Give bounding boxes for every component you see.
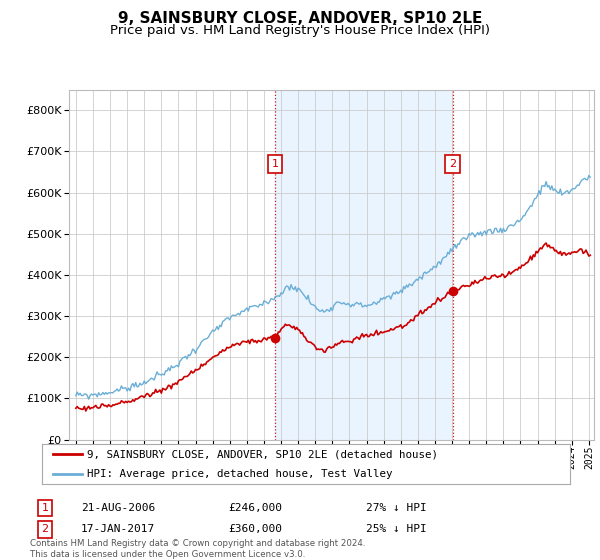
Text: £360,000: £360,000 bbox=[228, 524, 282, 534]
Text: 9, SAINSBURY CLOSE, ANDOVER, SP10 2LE: 9, SAINSBURY CLOSE, ANDOVER, SP10 2LE bbox=[118, 11, 482, 26]
Text: 27% ↓ HPI: 27% ↓ HPI bbox=[366, 503, 427, 513]
Text: 1: 1 bbox=[271, 158, 278, 169]
Text: Contains HM Land Registry data © Crown copyright and database right 2024.
This d: Contains HM Land Registry data © Crown c… bbox=[30, 539, 365, 559]
Text: £246,000: £246,000 bbox=[228, 503, 282, 513]
Text: 21-AUG-2006: 21-AUG-2006 bbox=[81, 503, 155, 513]
Text: 9, SAINSBURY CLOSE, ANDOVER, SP10 2LE (detached house): 9, SAINSBURY CLOSE, ANDOVER, SP10 2LE (d… bbox=[87, 449, 438, 459]
Text: 17-JAN-2017: 17-JAN-2017 bbox=[81, 524, 155, 534]
Text: HPI: Average price, detached house, Test Valley: HPI: Average price, detached house, Test… bbox=[87, 469, 392, 479]
Text: 2: 2 bbox=[449, 158, 457, 169]
Text: 1: 1 bbox=[41, 503, 49, 513]
Text: Price paid vs. HM Land Registry's House Price Index (HPI): Price paid vs. HM Land Registry's House … bbox=[110, 24, 490, 36]
Text: 2: 2 bbox=[41, 524, 49, 534]
Bar bbox=[275, 90, 453, 440]
Text: 25% ↓ HPI: 25% ↓ HPI bbox=[366, 524, 427, 534]
